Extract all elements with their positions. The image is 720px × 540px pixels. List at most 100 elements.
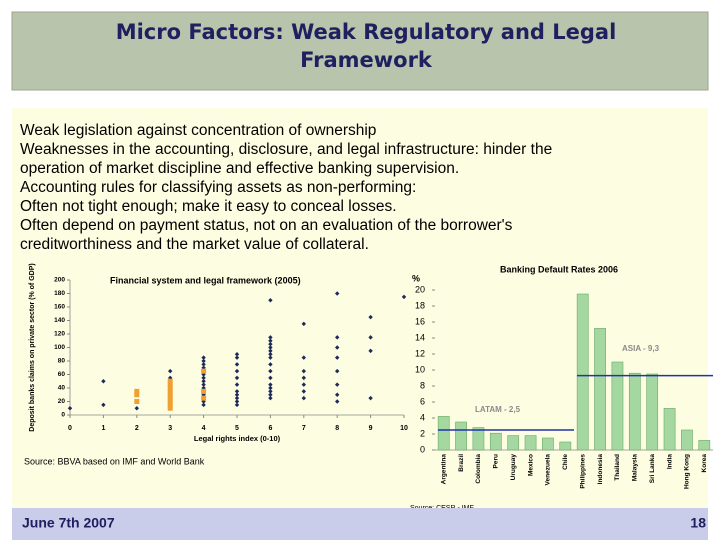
x-tick-label: Colombia — [475, 454, 482, 484]
scatter-point — [168, 368, 173, 374]
bar — [489, 432, 502, 451]
y-tick-label: 40 — [58, 385, 66, 392]
y-tick-label: 120 — [54, 331, 65, 338]
y-tick-label: 200 — [54, 277, 65, 284]
bar — [663, 408, 676, 451]
bar — [698, 440, 711, 451]
average-label: ASIA - 9,3 — [622, 344, 660, 353]
scatter-point — [167, 395, 173, 401]
scatter-point — [301, 375, 306, 381]
scatter-point — [201, 355, 206, 360]
scatter-point — [134, 392, 140, 398]
x-tick-label: Hong Kong — [684, 454, 691, 489]
y-tick-label: 20 — [415, 284, 425, 294]
bar — [576, 293, 589, 451]
y-tick-label: 10 — [415, 364, 425, 374]
x-tick-label: 3 — [168, 425, 172, 432]
scatter-point — [268, 392, 273, 397]
y-tick-label: 140 — [54, 317, 65, 324]
y-tick-label: 160 — [54, 304, 65, 311]
scatter-point — [268, 341, 273, 347]
scatter-point — [201, 388, 207, 394]
title-band — [11, 11, 709, 91]
scatter-point — [268, 338, 273, 343]
scatter-point — [268, 375, 273, 381]
scatter-point — [234, 399, 240, 404]
scatter-point — [201, 402, 206, 408]
bar — [437, 416, 450, 451]
bar — [524, 435, 537, 451]
scatter-point — [401, 294, 407, 300]
scatter-point — [201, 362, 206, 367]
scatter-point — [335, 291, 340, 296]
chart-title: Banking Default Rates 2006 — [500, 264, 618, 274]
body-line: Often depend on payment status, not on a… — [20, 217, 513, 234]
bar — [646, 373, 659, 451]
y-tick-label: 80 — [58, 358, 66, 365]
y-tick-label: 180 — [54, 290, 65, 297]
x-tick-label: Korea — [701, 454, 708, 473]
x-tick-label: India — [666, 454, 673, 470]
x-tick-label: 6 — [268, 425, 272, 432]
scatter-point — [234, 368, 240, 374]
x-tick-label: Chile — [562, 454, 569, 470]
y-tick-label: 18 — [415, 300, 425, 310]
x-tick-label: Thailand — [614, 454, 621, 481]
body-line: creditworthiness and the market value of… — [20, 236, 369, 253]
y-tick-label: 0 — [420, 444, 425, 454]
scatter-point — [335, 368, 340, 374]
scatter-point — [167, 405, 173, 411]
x-tick-label: 4 — [202, 425, 206, 432]
bar — [681, 429, 693, 451]
scatter-point — [301, 395, 306, 401]
scatter-point — [268, 352, 273, 357]
bar — [628, 372, 641, 451]
x-tick-label: Brazil — [458, 454, 465, 472]
chart-title: Financial system and legal framework (20… — [110, 275, 301, 285]
average-label: LATAM - 2,5 — [475, 405, 521, 414]
scatter-point — [335, 355, 340, 360]
scatter-point — [368, 348, 373, 354]
scatter-point — [335, 382, 340, 387]
footer-band — [12, 508, 708, 540]
bar — [455, 421, 467, 451]
x-tick-label: Indonesia — [597, 454, 604, 485]
scatter-point — [335, 345, 340, 350]
body-line: Weak legislation against concentration o… — [20, 122, 376, 139]
scatter-point — [335, 399, 340, 404]
y-axis-label: % — [412, 273, 420, 283]
scatter-point — [101, 402, 106, 408]
x-tick-label: Peru — [493, 454, 500, 468]
scatter-point — [234, 375, 240, 381]
scatter-point — [368, 335, 373, 340]
bar — [542, 437, 554, 451]
x-tick-label: 10 — [400, 425, 408, 432]
scatter-point — [301, 355, 306, 360]
y-tick-label: 0 — [61, 412, 65, 419]
x-tick-label: 7 — [302, 425, 306, 432]
page-number: 18 — [690, 515, 706, 531]
scatter-point — [167, 399, 173, 404]
scatter-point — [368, 395, 373, 401]
body-line: Often not tight enough; make it easy to … — [20, 198, 397, 215]
scatter-point — [234, 402, 240, 408]
y-tick-label: 2 — [420, 428, 425, 438]
y-tick-label: 6 — [420, 396, 425, 406]
source: Source: BBVA based on IMF and World Bank — [24, 456, 205, 466]
scatter-point — [268, 348, 273, 354]
scatter-point — [268, 355, 273, 360]
scatter-point — [234, 352, 240, 357]
scatter-point — [201, 375, 206, 381]
scatter-point — [234, 395, 240, 401]
scatter-point — [201, 379, 206, 384]
x-tick-label: 1 — [101, 425, 105, 432]
body-line: Accounting rules for classifying assets … — [20, 179, 416, 196]
x-tick-label: Venezuela — [545, 454, 552, 486]
y-tick-label: 20 — [58, 398, 66, 405]
body-text: Weak legislation against concentration o… — [20, 122, 552, 253]
scatter-point — [201, 395, 207, 401]
scatter-point — [268, 368, 273, 374]
scatter-point — [67, 406, 73, 411]
scatter-point — [234, 382, 240, 387]
